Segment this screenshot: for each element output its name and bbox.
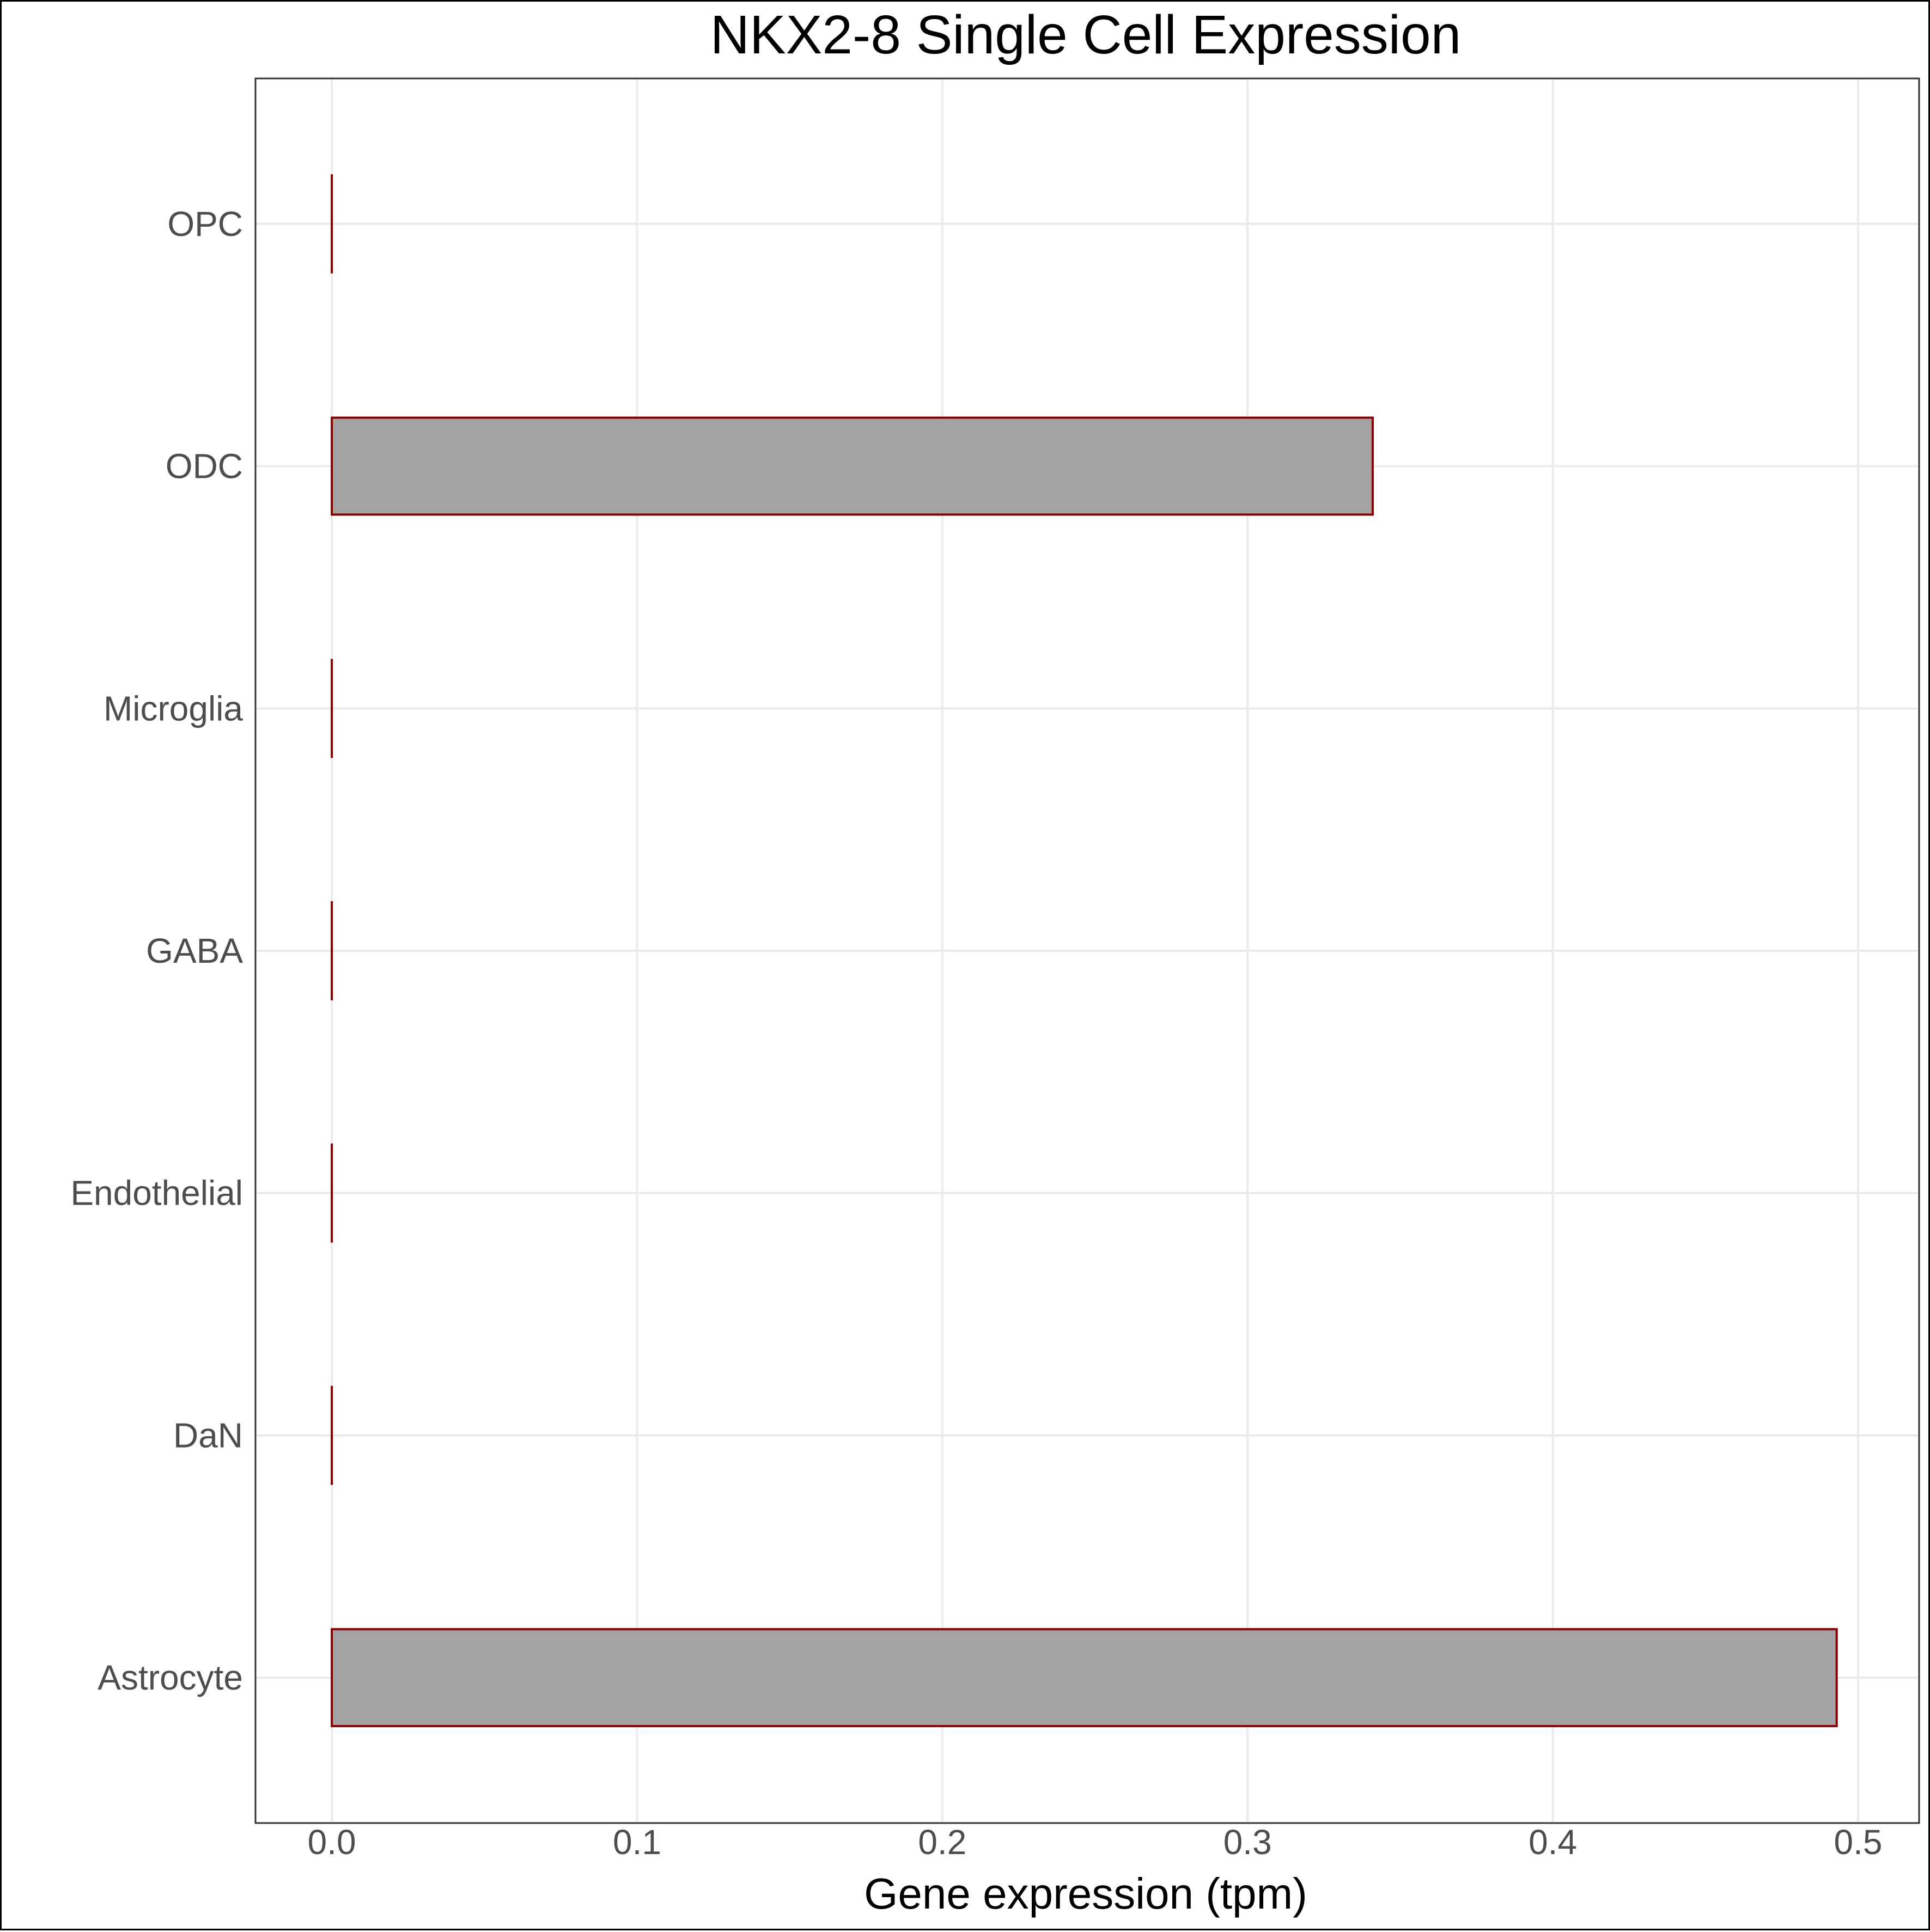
y-tick-label: ODC [166, 447, 243, 486]
y-tick-label: DaN [173, 1415, 243, 1455]
bar-astrocyte [332, 1629, 1837, 1726]
x-axis-tick-labels: 0.0 0.1 0.2 0.3 0.4 0.5 [308, 1822, 1883, 1862]
chart-title: NKX2-8 Single Cell Expression [710, 4, 1461, 65]
y-tick-label: OPC [167, 204, 243, 244]
y-tick-label: Endothelial [70, 1174, 243, 1213]
x-tick-label: 0.1 [613, 1822, 661, 1862]
y-tick-label: Microglia [103, 689, 243, 728]
bar-odc [332, 418, 1373, 515]
y-tick-label: GABA [146, 931, 243, 970]
x-axis-title: Gene expression (tpm) [864, 1869, 1307, 1918]
x-tick-label: 0.2 [918, 1822, 966, 1862]
y-axis-tick-labels: Astrocyte DaN Endothelial GABA Microglia ODC O… [70, 204, 243, 1697]
x-tick-label: 0.3 [1223, 1822, 1272, 1862]
x-tick-label: 0.4 [1529, 1822, 1577, 1862]
x-tick-label: 0.0 [308, 1822, 356, 1862]
y-tick-label: Astrocyte [98, 1658, 243, 1697]
x-tick-label: 0.5 [1834, 1822, 1882, 1862]
grid-lines [255, 78, 1919, 1823]
